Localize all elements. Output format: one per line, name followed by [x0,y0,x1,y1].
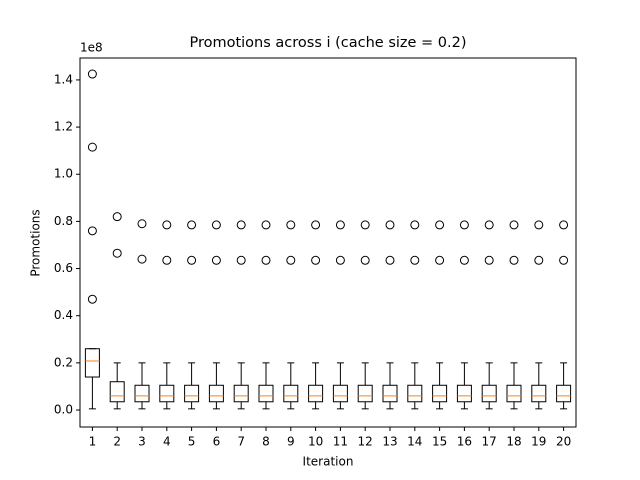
flier [137,254,147,264]
flier [335,220,345,230]
flier [459,220,469,230]
flier [211,220,221,230]
x-tick-label: 6 [213,435,221,449]
flier [484,255,494,265]
box [382,384,398,403]
flier [360,220,370,230]
x-tick-label: 10 [308,435,323,449]
y-axis-label: Promotions [29,209,43,276]
flier [534,220,544,230]
box [506,384,522,403]
flier [87,226,97,236]
flier [87,69,97,79]
box [432,384,448,403]
box [308,384,324,403]
flier [187,220,197,230]
flier [286,255,296,265]
y-tick-label: 0.2 [54,355,73,369]
x-tick-label: 8 [262,435,270,449]
x-tick-label: 3 [138,435,146,449]
x-tick-label: 18 [506,435,521,449]
flier [236,220,246,230]
box [407,384,423,403]
x-tick-label: 9 [287,435,295,449]
flier [261,220,271,230]
flier [360,255,370,265]
box [456,384,472,403]
x-tick-label: 11 [333,435,348,449]
flier [509,255,519,265]
flier [459,255,469,265]
flier [211,255,221,265]
x-tick-label: 14 [407,435,422,449]
x-tick-label: 19 [531,435,546,449]
box [109,381,125,403]
flier [261,255,271,265]
flier [87,142,97,152]
box [481,384,497,403]
box [556,384,572,403]
flier [435,220,445,230]
box [84,348,100,378]
flier [137,219,147,229]
box [159,384,175,403]
box [208,384,224,403]
x-tick-label: 15 [432,435,447,449]
y-tick-label: 1.0 [54,167,73,181]
flier [534,255,544,265]
box [283,384,299,403]
flier [187,255,197,265]
x-axis-label: Iteration [303,455,354,469]
x-tick-label: 12 [358,435,373,449]
x-tick-label: 7 [237,435,245,449]
flier [410,220,420,230]
flier [311,255,321,265]
plot-frame [79,57,577,428]
x-tick-label: 17 [482,435,497,449]
box [531,384,547,403]
flier [311,220,321,230]
x-tick-label: 2 [113,435,121,449]
flier [236,255,246,265]
box [357,384,373,403]
x-tick-label: 1 [89,435,97,449]
flier [162,255,172,265]
box [258,384,274,403]
y-tick-label: 0.0 [54,403,73,417]
y-tick-label: 0.6 [54,261,73,275]
y-tick-label: 0.8 [54,214,73,228]
y-tick-label: 0.4 [54,308,73,322]
y-tick-label: 1.2 [54,120,73,134]
box [134,384,150,403]
flier [87,294,97,304]
x-tick-label: 20 [556,435,571,449]
flier [112,248,122,258]
flier [484,220,494,230]
box [184,384,200,403]
x-tick-label: 5 [188,435,196,449]
x-tick-label: 4 [163,435,171,449]
flier [385,220,395,230]
box [233,384,249,403]
flier [559,220,569,230]
flier [509,220,519,230]
flier [435,255,445,265]
flier [410,255,420,265]
y-tick-label: 1.4 [54,72,73,86]
y-offset-label: 1e8 [80,41,103,55]
flier [559,255,569,265]
flier [112,212,122,222]
flier [286,220,296,230]
box [332,384,348,403]
flier [162,220,172,230]
chart-title: Promotions across i (cache size = 0.2) [189,35,466,51]
x-tick-label: 16 [457,435,472,449]
flier [335,255,345,265]
flier [385,255,395,265]
x-tick-label: 13 [382,435,397,449]
